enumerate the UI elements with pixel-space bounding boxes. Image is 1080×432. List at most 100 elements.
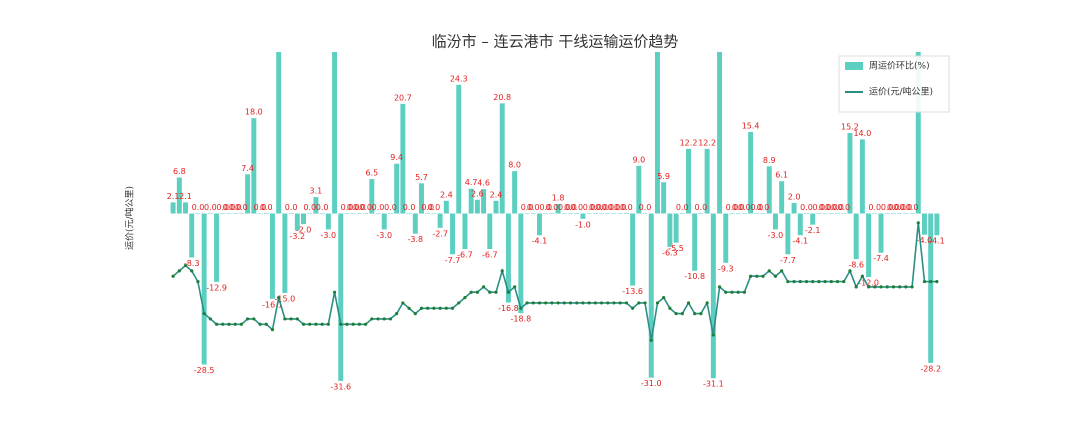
line-marker bbox=[227, 322, 231, 326]
bar bbox=[586, 213, 592, 215]
line-marker bbox=[761, 274, 765, 278]
bar bbox=[456, 84, 462, 214]
bar bbox=[580, 213, 586, 219]
line-marker bbox=[562, 301, 566, 305]
line-marker bbox=[494, 290, 498, 294]
data-label: 2.4 bbox=[490, 190, 503, 199]
chart-title: 临汾市 – 连云港市 干线运输运价趋势 bbox=[432, 33, 679, 51]
data-label: 0.0 bbox=[608, 203, 621, 212]
data-label: -4.1 bbox=[532, 237, 548, 246]
data-label: 12.2 bbox=[698, 138, 716, 147]
bar bbox=[779, 181, 785, 214]
bar bbox=[301, 213, 306, 225]
data-label: 0.0 bbox=[595, 203, 608, 212]
data-label: 2.0 bbox=[788, 192, 801, 201]
bar bbox=[195, 213, 201, 215]
data-label: 0.0 bbox=[546, 203, 559, 212]
data-label: 5.9 bbox=[657, 172, 670, 181]
line-marker bbox=[513, 285, 517, 289]
line-marker bbox=[382, 317, 386, 321]
line-marker bbox=[364, 322, 368, 326]
line-marker bbox=[649, 338, 653, 342]
legend-label: 运价(元/吨公里) bbox=[869, 86, 933, 98]
data-label: -5.5 bbox=[668, 244, 684, 253]
data-label: 4.6 bbox=[477, 179, 490, 188]
price-line bbox=[172, 222, 937, 341]
line-marker bbox=[686, 301, 691, 305]
data-label: 0.0 bbox=[906, 203, 919, 212]
bar bbox=[499, 103, 505, 214]
data-label: 0.0 bbox=[887, 203, 900, 212]
line-marker bbox=[711, 333, 715, 337]
data-label: 12.2 bbox=[680, 138, 698, 147]
bar bbox=[735, 213, 741, 215]
legend-swatch bbox=[845, 62, 863, 70]
bar bbox=[220, 213, 226, 215]
line-marker bbox=[413, 311, 417, 316]
data-label: 0.0 bbox=[428, 203, 441, 212]
bar bbox=[642, 213, 648, 215]
data-label: 0.0 bbox=[726, 203, 739, 212]
bar bbox=[673, 213, 679, 243]
line-marker bbox=[395, 311, 399, 316]
line-marker bbox=[587, 301, 591, 305]
data-label: -3.8 bbox=[407, 235, 423, 244]
bar bbox=[599, 213, 605, 215]
line-marker bbox=[693, 311, 697, 316]
line-marker bbox=[214, 322, 219, 326]
data-label: 0.0 bbox=[216, 203, 229, 212]
bar bbox=[654, 52, 660, 214]
data-label: 0.0 bbox=[235, 203, 248, 212]
bar bbox=[903, 213, 909, 215]
line-marker bbox=[866, 285, 871, 289]
data-label: 0.0 bbox=[868, 203, 881, 212]
bar bbox=[704, 148, 710, 214]
data-label: -28.5 bbox=[194, 366, 215, 375]
bar bbox=[748, 131, 754, 214]
line-marker bbox=[277, 295, 281, 300]
bar bbox=[481, 189, 487, 214]
line-marker bbox=[432, 306, 436, 310]
line-marker bbox=[606, 301, 610, 305]
bar bbox=[425, 213, 431, 215]
line-marker bbox=[593, 301, 597, 305]
line-marker bbox=[332, 290, 337, 294]
line-marker bbox=[717, 285, 722, 289]
bar bbox=[934, 213, 940, 236]
line-marker bbox=[550, 301, 554, 305]
data-label: -4.1 bbox=[792, 237, 808, 246]
bar bbox=[189, 213, 195, 258]
data-label: 2.4 bbox=[440, 190, 453, 199]
bar bbox=[332, 52, 338, 214]
data-label: 0.0 bbox=[558, 203, 571, 212]
bar bbox=[822, 213, 828, 215]
data-label: 24.3 bbox=[450, 74, 468, 83]
data-label: -4.1 bbox=[929, 237, 945, 246]
data-label: 0.0 bbox=[254, 203, 267, 212]
line-marker bbox=[662, 295, 666, 300]
bar bbox=[437, 213, 443, 228]
bar bbox=[313, 197, 319, 214]
line-marker bbox=[314, 322, 318, 326]
line-marker bbox=[755, 274, 759, 278]
bar bbox=[636, 165, 642, 214]
line-marker bbox=[860, 274, 864, 278]
line-marker bbox=[935, 279, 939, 284]
data-label: 0.0 bbox=[819, 203, 832, 212]
line-marker bbox=[680, 311, 684, 316]
line-marker bbox=[488, 290, 492, 294]
line-marker bbox=[804, 279, 809, 284]
data-label: -1.0 bbox=[575, 220, 591, 229]
line-marker bbox=[786, 279, 790, 284]
line-marker bbox=[308, 322, 312, 326]
line-marker bbox=[929, 279, 933, 284]
data-label: 0.0 bbox=[527, 203, 540, 212]
bar bbox=[294, 213, 300, 231]
data-label: 0.0 bbox=[421, 203, 434, 212]
bar bbox=[183, 202, 189, 214]
data-label: -8.6 bbox=[848, 261, 864, 270]
bar bbox=[487, 213, 493, 250]
data-label: 0.0 bbox=[676, 203, 689, 212]
bar bbox=[791, 202, 797, 214]
